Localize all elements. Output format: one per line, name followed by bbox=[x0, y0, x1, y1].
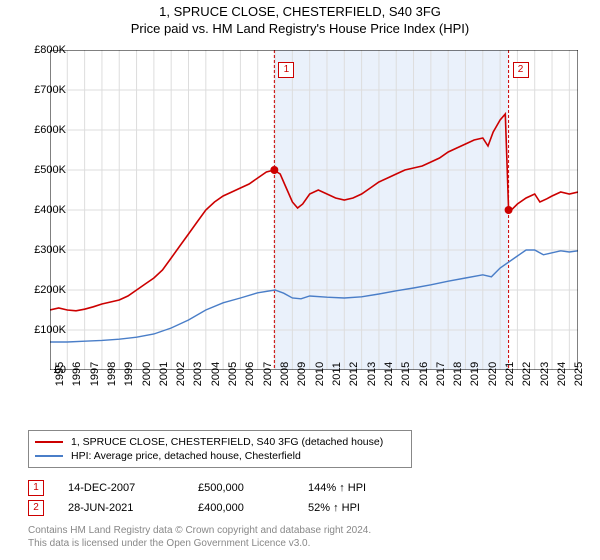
x-tick-label: 2009 bbox=[296, 362, 308, 386]
y-tick-label: £600K bbox=[22, 124, 66, 136]
sale-price: £500,000 bbox=[198, 482, 308, 494]
legend-row: HPI: Average price, detached house, Ches… bbox=[35, 449, 405, 463]
x-tick-label: 2005 bbox=[227, 362, 239, 386]
x-tick-label: 2017 bbox=[435, 362, 447, 386]
legend-swatch bbox=[35, 455, 63, 457]
x-tick-label: 2014 bbox=[383, 362, 395, 386]
footer-attribution: Contains HM Land Registry data © Crown c… bbox=[28, 524, 371, 550]
x-tick-label: 2002 bbox=[175, 362, 187, 386]
legend-row: 1, SPRUCE CLOSE, CHESTERFIELD, S40 3FG (… bbox=[35, 435, 405, 449]
x-tick-label: 1995 bbox=[54, 362, 66, 386]
legend-swatch bbox=[35, 441, 63, 443]
chart-container: 1, SPRUCE CLOSE, CHESTERFIELD, S40 3FG P… bbox=[0, 0, 600, 560]
chart-area bbox=[50, 50, 578, 370]
x-tick-label: 2021 bbox=[504, 362, 516, 386]
sale-marker-flag: 1 bbox=[278, 62, 294, 78]
x-tick-label: 2012 bbox=[348, 362, 360, 386]
x-tick-label: 1997 bbox=[89, 362, 101, 386]
plot-svg bbox=[50, 50, 578, 370]
x-tick-label: 2023 bbox=[539, 362, 551, 386]
x-tick-label: 2011 bbox=[331, 362, 343, 386]
title-block: 1, SPRUCE CLOSE, CHESTERFIELD, S40 3FG P… bbox=[0, 0, 600, 36]
x-tick-label: 2015 bbox=[400, 362, 412, 386]
footer-line1: Contains HM Land Registry data © Crown c… bbox=[28, 524, 371, 537]
y-tick-label: £300K bbox=[22, 244, 66, 256]
x-tick-label: 2008 bbox=[279, 362, 291, 386]
x-tick-label: 2025 bbox=[573, 362, 585, 386]
y-tick-label: £100K bbox=[22, 324, 66, 336]
sale-pct-vs-hpi: 52% ↑ HPI bbox=[308, 502, 428, 514]
x-tick-label: 2007 bbox=[262, 362, 274, 386]
y-tick-label: £200K bbox=[22, 284, 66, 296]
sale-marker-badge: 2 bbox=[28, 500, 44, 516]
x-tick-label: 2013 bbox=[366, 362, 378, 386]
title-address: 1, SPRUCE CLOSE, CHESTERFIELD, S40 3FG bbox=[0, 4, 600, 19]
x-tick-label: 2024 bbox=[556, 362, 568, 386]
x-tick-label: 2004 bbox=[210, 362, 222, 386]
sales-table: 1 14-DEC-2007 £500,000 144% ↑ HPI 2 28-J… bbox=[28, 478, 428, 518]
y-tick-label: £500K bbox=[22, 164, 66, 176]
x-tick-label: 2003 bbox=[192, 362, 204, 386]
sale-price: £400,000 bbox=[198, 502, 308, 514]
legend-label: 1, SPRUCE CLOSE, CHESTERFIELD, S40 3FG (… bbox=[71, 436, 383, 448]
y-tick-label: £700K bbox=[22, 84, 66, 96]
x-tick-label: 2001 bbox=[158, 362, 170, 386]
x-tick-label: 2006 bbox=[244, 362, 256, 386]
x-tick-label: 2020 bbox=[487, 362, 499, 386]
x-tick-label: 2000 bbox=[141, 362, 153, 386]
sale-pct-vs-hpi: 144% ↑ HPI bbox=[308, 482, 428, 494]
y-tick-label: £800K bbox=[22, 44, 66, 56]
x-tick-label: 1996 bbox=[71, 362, 83, 386]
x-tick-label: 2018 bbox=[452, 362, 464, 386]
sales-row: 1 14-DEC-2007 £500,000 144% ↑ HPI bbox=[28, 478, 428, 498]
x-tick-label: 1999 bbox=[123, 362, 135, 386]
x-tick-label: 1998 bbox=[106, 362, 118, 386]
x-tick-label: 2022 bbox=[521, 362, 533, 386]
sale-marker-badge: 1 bbox=[28, 480, 44, 496]
footer-line2: This data is licensed under the Open Gov… bbox=[28, 537, 371, 550]
title-subtitle: Price paid vs. HM Land Registry's House … bbox=[0, 21, 600, 36]
sale-marker-flag: 2 bbox=[513, 62, 529, 78]
sale-date: 14-DEC-2007 bbox=[68, 482, 198, 494]
sales-row: 2 28-JUN-2021 £400,000 52% ↑ HPI bbox=[28, 498, 428, 518]
x-tick-label: 2010 bbox=[314, 362, 326, 386]
y-tick-label: £400K bbox=[22, 204, 66, 216]
x-tick-label: 2016 bbox=[418, 362, 430, 386]
x-tick-label: 2019 bbox=[469, 362, 481, 386]
legend: 1, SPRUCE CLOSE, CHESTERFIELD, S40 3FG (… bbox=[28, 430, 412, 468]
sale-date: 28-JUN-2021 bbox=[68, 502, 198, 514]
legend-label: HPI: Average price, detached house, Ches… bbox=[71, 450, 301, 462]
